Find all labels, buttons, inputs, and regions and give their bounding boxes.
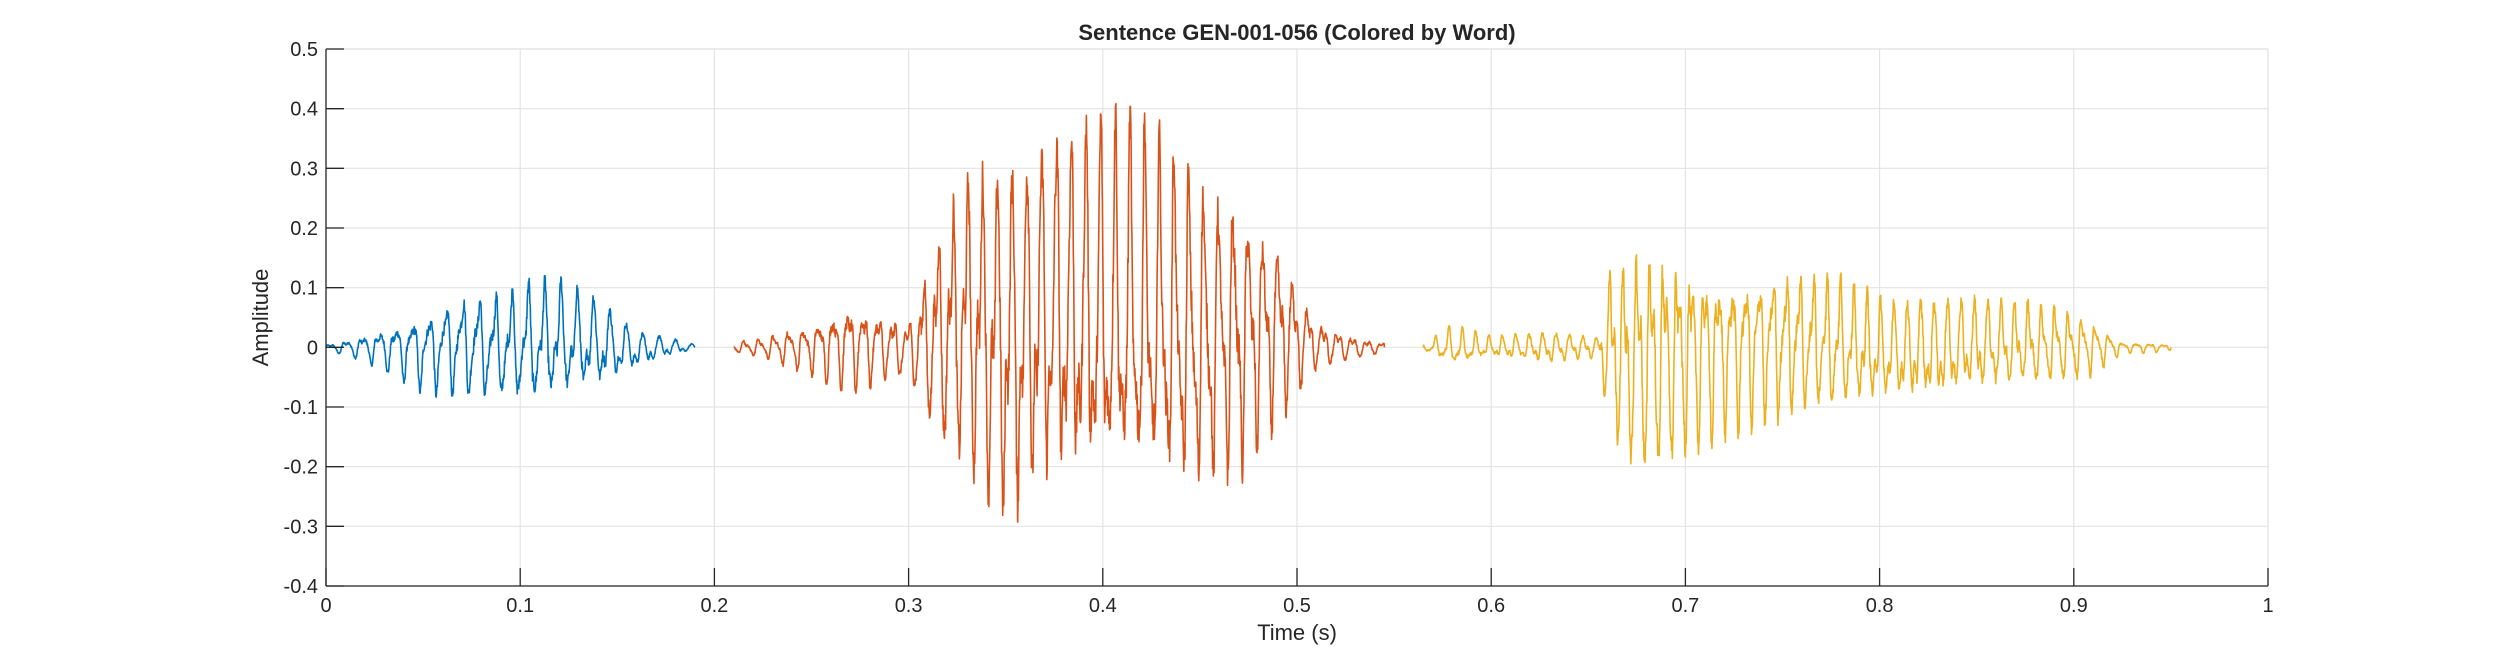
x-tick-label: 0.9: [2060, 595, 2088, 617]
x-tick-label: 0.4: [1089, 595, 1117, 617]
y-tick-label: 0.2: [290, 218, 318, 240]
y-tick-label: 0.3: [290, 158, 318, 180]
y-tick-label: 0.1: [290, 278, 318, 300]
y-tick-label: -0.4: [284, 576, 318, 598]
axes: [325, 48, 2269, 587]
x-tick-label: 0.6: [1477, 595, 1505, 617]
x-tick-label: 1: [2262, 595, 2273, 617]
x-tick-label: 0.1: [506, 595, 534, 617]
y-tick-label: 0: [307, 337, 318, 359]
y-tick-label: -0.2: [284, 457, 318, 479]
x-tick-label: 0.3: [895, 595, 923, 617]
x-tick-label: 0.8: [1866, 595, 1894, 617]
y-tick-label: -0.1: [284, 397, 318, 419]
waveform-segment-3: [1422, 254, 2172, 465]
waveform-segment-2: [733, 102, 1386, 523]
x-tick-label: 0.2: [700, 595, 728, 617]
waveform-segment-1: [325, 274, 696, 398]
y-axis-label: Amplitude: [248, 269, 273, 367]
x-tick-label: 0.5: [1283, 595, 1311, 617]
y-tick-label: -0.3: [284, 516, 318, 538]
y-tick-label: 0.4: [290, 99, 318, 121]
x-tick-label: 0: [320, 595, 331, 617]
tick-labels: 0 0.1 0.2 0.3 0.4 0.5 0.6 0.7 0.8 0.9 1 -0.4 -0.3 -0.…: [284, 39, 2274, 617]
y-tick-label: 0.5: [290, 39, 318, 61]
chart-title: Sentence GEN-001-056 (Colored by Word): [1078, 20, 1515, 45]
x-axis-label: Time (s): [1257, 620, 1337, 645]
x-tick-label: 0.7: [1671, 595, 1699, 617]
waveform-series: [325, 102, 2172, 523]
